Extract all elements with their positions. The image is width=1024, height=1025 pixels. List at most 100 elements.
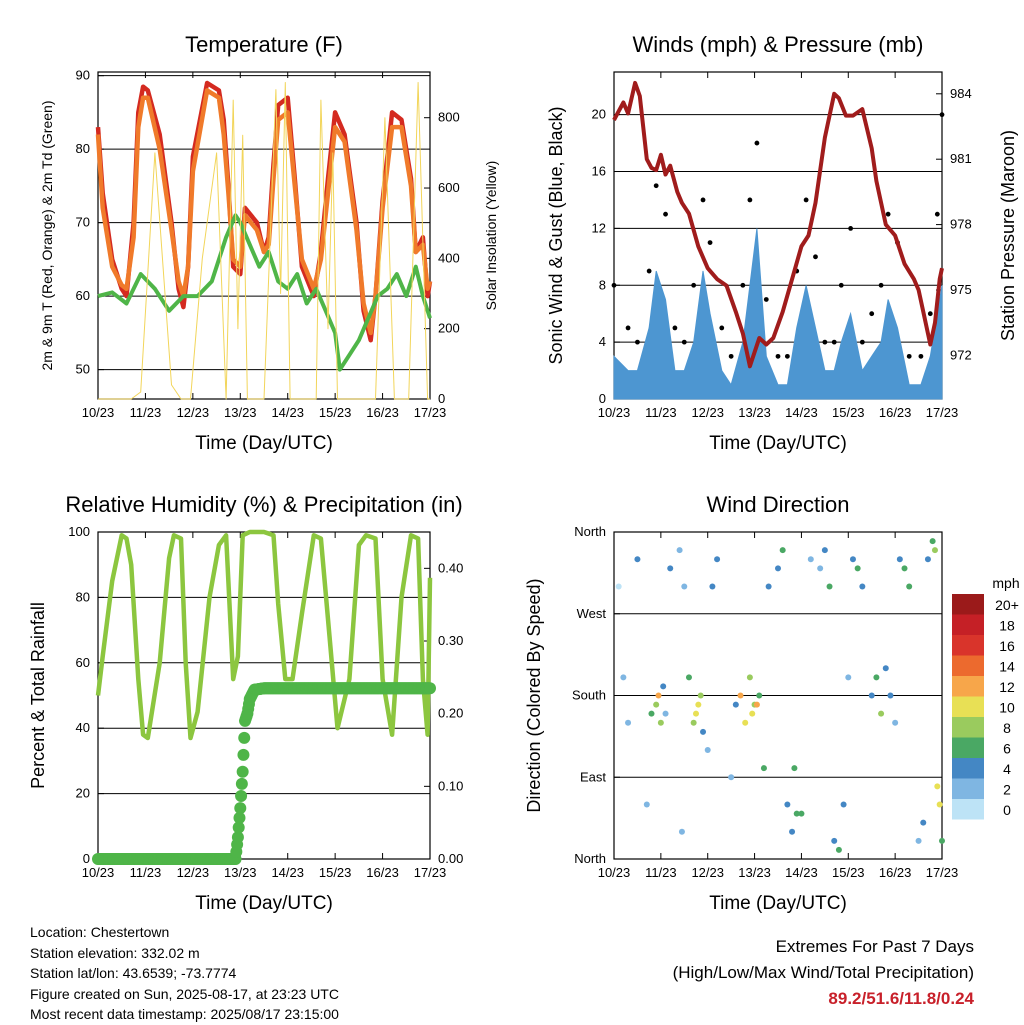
x-tick-label: 13/23 (738, 865, 771, 880)
chart-title: Wind Direction (706, 492, 849, 517)
precip-point (235, 790, 248, 803)
y-tick-label: 80 (76, 141, 90, 156)
y-tick-label: South (572, 688, 606, 703)
gust-point (784, 353, 790, 359)
direction-point (906, 583, 913, 590)
y-tick-label: 0 (599, 391, 606, 406)
figure-created: Figure created on Sun, 2025-08-17, at 23… (30, 985, 339, 1002)
gust-point (838, 282, 844, 288)
data-timestamp: Most recent data timestamp: 2025/08/17 2… (30, 1006, 339, 1022)
direction-point (732, 701, 739, 708)
direction-point (625, 719, 632, 726)
legend-label: 8 (1003, 720, 1011, 736)
direction-point (765, 583, 772, 590)
y2-tick-label: 0.30 (438, 633, 463, 648)
plot-frame (613, 531, 943, 860)
y-axis-label: Sonic Wind & Gust (Blue, Black) (546, 106, 566, 364)
x-axis-label: Time (Day/UTC) (195, 893, 333, 914)
legend-label: 2 (1003, 782, 1011, 798)
direction-point (634, 556, 641, 563)
direction-point (676, 547, 683, 554)
y2-tick-label: 0.10 (438, 778, 463, 793)
direction-point (859, 583, 866, 590)
gust-point (681, 339, 687, 345)
gust-point (728, 353, 734, 359)
x-tick-label: 13/23 (738, 405, 771, 420)
y-tick-label: 0 (83, 851, 90, 866)
direction-point (660, 683, 667, 690)
x-tick-label: 15/23 (832, 865, 865, 880)
direction-point (779, 547, 786, 554)
extremes-values: 89.2/51.6/11.8/0.24 (828, 989, 974, 1008)
y-tick-label: 70 (76, 215, 90, 230)
direction-point (920, 819, 927, 826)
chart-title: Relative Humidity (%) & Precipitation (i… (65, 492, 462, 517)
precip-point (236, 765, 249, 778)
extremes-legend: (High/Low/Max Wind/Total Precipitation) (672, 963, 974, 982)
y2-tick-label: 400 (438, 250, 460, 265)
direction-point (742, 719, 749, 726)
x-tick-label: 16/23 (366, 405, 399, 420)
direction-point (936, 801, 943, 808)
y-tick-label: 80 (76, 589, 90, 604)
y2-tick-label: 600 (438, 180, 460, 195)
y-tick-label: 60 (76, 288, 90, 303)
legend-label: 6 (1003, 741, 1011, 757)
precip-point (233, 811, 246, 824)
direction-point (929, 538, 936, 545)
precip-point (424, 682, 436, 695)
direction-point (939, 837, 945, 844)
x-tick-label: 15/23 (319, 865, 352, 880)
gust-point (754, 140, 760, 146)
y-axis-label: Percent & Total Rainfall (28, 602, 48, 789)
chart-title: Temperature (F) (185, 32, 343, 57)
y-tick-label: 4 (599, 334, 606, 349)
direction-point (662, 710, 669, 717)
x-tick-label: 11/23 (130, 405, 162, 420)
legend-label: 12 (999, 679, 1015, 695)
gust-point (813, 254, 818, 260)
direction-point (737, 692, 744, 699)
y-tick-label: 60 (76, 655, 90, 670)
y2-tick-label: 975 (950, 282, 972, 297)
y-tick-label: 12 (592, 220, 606, 235)
series-pressure (612, 80, 944, 369)
direction-point (749, 710, 756, 717)
gust-point (635, 339, 640, 345)
gust-point (859, 339, 865, 345)
legend-label: 16 (999, 638, 1015, 654)
gust-point (934, 211, 940, 217)
direction-point (789, 828, 796, 835)
y-tick-label: West (577, 606, 607, 621)
gust-point (878, 282, 884, 288)
series-rh (95, 529, 433, 741)
y-axis-label: Direction (Colored By Speed) (524, 578, 544, 812)
x-tick-label: 17/23 (414, 865, 447, 880)
series-dewpoint (97, 213, 432, 372)
legend-swatch (952, 594, 984, 615)
legend-swatch (952, 717, 984, 738)
gust-point (927, 311, 933, 317)
panel-4: 10/23 11/23 12/23 13/23 14/23 15/23 16/23 17/23… (524, 492, 1020, 914)
direction-point (924, 556, 931, 563)
x-tick-label: 13/23 (224, 405, 257, 420)
x-tick-label: 12/23 (177, 405, 210, 420)
x-tick-label: 17/23 (926, 865, 959, 880)
direction-point (753, 701, 760, 708)
direction-point (840, 801, 847, 808)
y-tick-label: North (574, 851, 606, 866)
legend-swatch (952, 635, 984, 656)
gust-point (672, 325, 678, 331)
direction-point (704, 747, 711, 753)
direction-point (873, 674, 880, 681)
direction-point (807, 556, 814, 563)
y2-tick-label: 978 (950, 217, 972, 232)
plot-frame (97, 531, 431, 860)
direction-point (845, 674, 852, 681)
x-tick-label: 16/23 (879, 405, 912, 420)
y2-tick-label: 800 (438, 110, 460, 125)
y-tick-label: 40 (76, 720, 90, 735)
x-tick-label: 13/23 (224, 865, 257, 880)
gust-point (707, 240, 713, 246)
